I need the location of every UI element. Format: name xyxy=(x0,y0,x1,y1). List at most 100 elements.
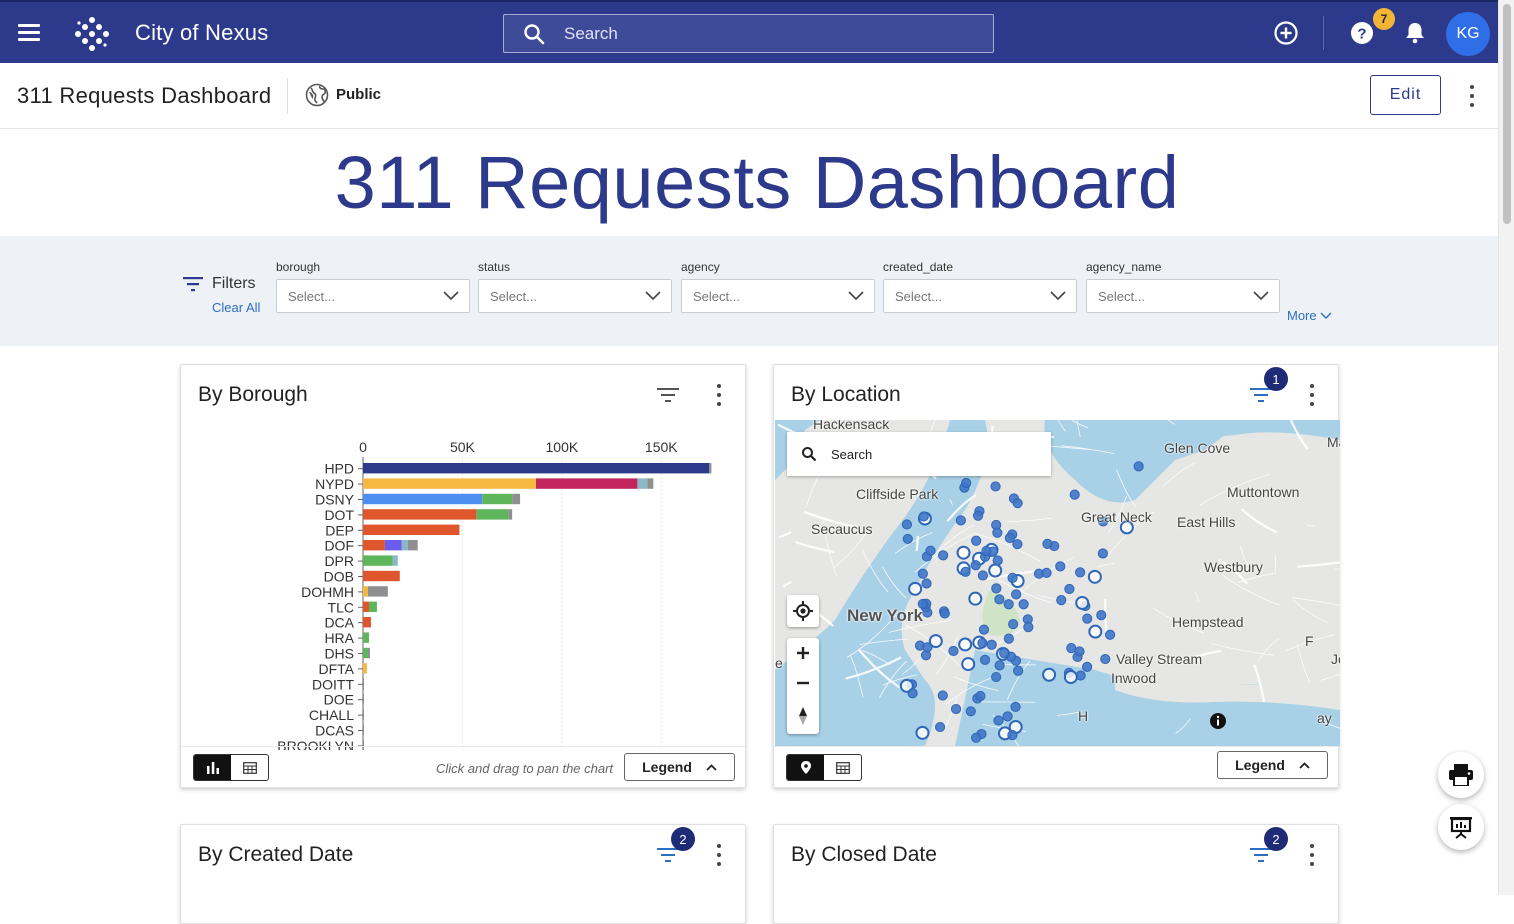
map-point[interactable] xyxy=(969,593,981,605)
map-point[interactable] xyxy=(1043,669,1055,681)
map-point[interactable] xyxy=(1057,596,1066,605)
map-point[interactable] xyxy=(995,661,1004,670)
map-point[interactable] xyxy=(949,646,958,655)
map-point[interactable] xyxy=(916,727,928,739)
map-point[interactable] xyxy=(1004,600,1013,609)
map-point[interactable] xyxy=(1004,634,1013,643)
add-icon[interactable] xyxy=(1272,19,1300,47)
bar-segment[interactable] xyxy=(402,540,408,550)
bar-segment[interactable] xyxy=(482,494,512,504)
map-point[interactable] xyxy=(908,689,917,698)
filter-icon[interactable] xyxy=(1250,387,1272,403)
map-point[interactable] xyxy=(971,561,980,570)
map-point[interactable] xyxy=(1019,600,1028,609)
bar-segment[interactable] xyxy=(363,571,400,581)
bar-segment[interactable] xyxy=(363,694,364,704)
map-point[interactable] xyxy=(1005,533,1014,542)
map-point[interactable] xyxy=(972,536,981,545)
compass-icon[interactable] xyxy=(797,706,809,726)
map-point[interactable] xyxy=(958,547,970,559)
map-point[interactable] xyxy=(919,512,928,521)
dashboard-more-icon[interactable] xyxy=(1469,85,1475,107)
bar-segment[interactable] xyxy=(476,509,508,519)
bar-segment[interactable] xyxy=(368,648,370,658)
bar-segment[interactable] xyxy=(393,555,398,565)
map-point[interactable] xyxy=(1065,584,1074,593)
map-point[interactable] xyxy=(918,569,927,578)
chart-view-toggle[interactable] xyxy=(194,755,231,780)
map-point[interactable] xyxy=(1014,666,1023,675)
bar-segment[interactable] xyxy=(363,525,459,535)
map-point[interactable] xyxy=(978,638,987,647)
map-point[interactable] xyxy=(1000,649,1009,658)
bar-segment[interactable] xyxy=(408,540,418,550)
map-point[interactable] xyxy=(979,625,988,634)
card-more-icon[interactable] xyxy=(1309,384,1315,406)
map-point[interactable] xyxy=(989,565,1001,577)
map-point[interactable] xyxy=(1011,702,1020,711)
map-point[interactable] xyxy=(1065,671,1077,683)
search-input[interactable] xyxy=(564,24,964,44)
global-search[interactable] xyxy=(503,14,994,53)
map-point[interactable] xyxy=(1008,730,1017,739)
map-point[interactable] xyxy=(1056,562,1065,571)
map-view-toggle[interactable] xyxy=(787,755,824,780)
bar-segment[interactable] xyxy=(363,463,709,473)
map-point[interactable] xyxy=(962,658,974,670)
user-avatar[interactable]: KG xyxy=(1446,12,1490,56)
agency-select[interactable]: Select... xyxy=(681,279,875,313)
map-point[interactable] xyxy=(994,716,1003,725)
map-point[interactable] xyxy=(903,534,912,543)
bar-segment[interactable] xyxy=(512,494,520,504)
map-point[interactable] xyxy=(1009,619,1018,628)
map-point[interactable] xyxy=(991,482,1000,491)
map-point[interactable] xyxy=(972,733,981,742)
clear-all-link[interactable]: Clear All xyxy=(212,300,260,315)
map-point[interactable] xyxy=(993,528,1002,537)
map-point[interactable] xyxy=(951,704,960,713)
bar-segment[interactable] xyxy=(368,586,388,596)
map-point[interactable] xyxy=(938,691,947,700)
map-point[interactable] xyxy=(1106,630,1115,639)
map-point[interactable] xyxy=(966,707,975,716)
map-point[interactable] xyxy=(926,546,935,555)
map-point[interactable] xyxy=(922,579,931,588)
bar-segment[interactable] xyxy=(363,679,364,689)
bell-icon[interactable] xyxy=(1401,19,1429,47)
map-point[interactable] xyxy=(1070,490,1079,499)
map-point[interactable] xyxy=(1098,549,1107,558)
bar-segment[interactable] xyxy=(363,494,482,504)
zoom-in-icon[interactable] xyxy=(796,646,810,660)
print-button[interactable] xyxy=(1438,752,1484,798)
map-point[interactable] xyxy=(987,640,996,649)
app-title[interactable]: City of Nexus xyxy=(135,20,268,46)
bar-segment[interactable] xyxy=(363,586,368,596)
page-scrollbar[interactable] xyxy=(1498,0,1514,895)
map-point[interactable] xyxy=(993,556,1002,565)
map-point[interactable] xyxy=(1012,590,1021,599)
map-point[interactable] xyxy=(978,571,987,580)
bar-segment[interactable] xyxy=(647,478,653,488)
bar-segment[interactable] xyxy=(363,617,371,627)
info-icon[interactable] xyxy=(1209,712,1227,730)
map-point[interactable] xyxy=(962,478,971,487)
bar-segment[interactable] xyxy=(363,540,385,550)
map-point[interactable] xyxy=(980,655,989,664)
map-point[interactable] xyxy=(976,691,985,700)
card-more-icon[interactable] xyxy=(1309,844,1315,866)
presentation-button[interactable] xyxy=(1438,804,1484,850)
bar-segment[interactable] xyxy=(363,648,368,658)
map-point[interactable] xyxy=(1089,571,1101,583)
map-point[interactable] xyxy=(1042,568,1051,577)
bar-segment[interactable] xyxy=(363,478,536,488)
map-point[interactable] xyxy=(992,584,1001,593)
map-point[interactable] xyxy=(1076,597,1088,609)
map-point[interactable] xyxy=(1013,499,1022,508)
bar-segment[interactable] xyxy=(363,632,369,642)
edit-button[interactable]: Edit xyxy=(1370,75,1441,115)
map-point[interactable] xyxy=(923,643,932,652)
table-view-toggle[interactable] xyxy=(824,755,861,780)
help-icon[interactable]: ? xyxy=(1348,19,1376,47)
card-more-icon[interactable] xyxy=(716,384,722,406)
card-more-icon[interactable] xyxy=(716,844,722,866)
